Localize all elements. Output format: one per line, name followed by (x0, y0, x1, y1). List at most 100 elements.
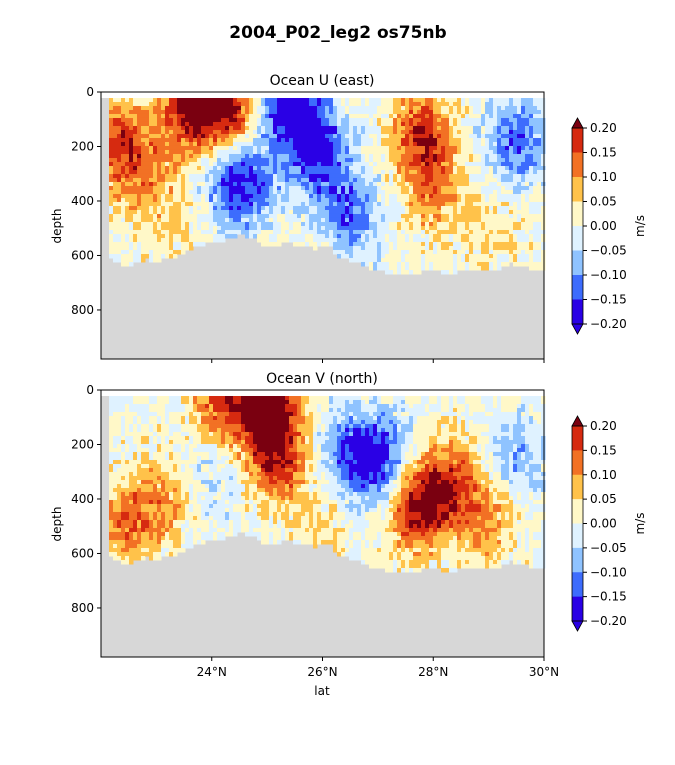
field-cell (245, 173, 250, 179)
field-cell (485, 217, 490, 223)
field-cell (177, 185, 182, 191)
field-cell (517, 149, 522, 155)
field-cell (165, 419, 170, 425)
field-cell (465, 181, 470, 187)
field-cell (133, 459, 138, 465)
field-cell (317, 145, 322, 151)
field-cell (229, 225, 234, 231)
field-cell (141, 515, 146, 521)
field-cell (533, 173, 538, 179)
field-cell (149, 435, 154, 441)
field-cell (301, 197, 306, 203)
field-cell (337, 253, 342, 259)
field-cell (137, 197, 142, 203)
field-cell (117, 543, 122, 549)
field-cell (293, 133, 298, 139)
field-cell (329, 153, 334, 159)
field-cell (325, 101, 330, 107)
field-cell (377, 97, 382, 103)
field-cell (153, 133, 158, 139)
field-cell (401, 257, 406, 263)
field-cell (357, 237, 362, 243)
field-cell (125, 173, 130, 179)
field-cell (129, 193, 134, 199)
field-cell (129, 419, 134, 425)
field-cell (141, 543, 146, 549)
field-cell (341, 249, 346, 255)
field-cell (425, 265, 430, 271)
field-cell (201, 173, 206, 179)
field-cell (201, 205, 206, 211)
field-cell (381, 121, 386, 127)
field-cell (125, 459, 130, 465)
field-cell (525, 197, 530, 203)
field-cell (141, 225, 146, 231)
field-cell (129, 221, 134, 227)
field-cell (277, 241, 282, 247)
field-cell (361, 253, 366, 259)
field-cell (533, 137, 538, 143)
field-cell (281, 209, 286, 215)
field-cell (497, 109, 502, 115)
field-cell (109, 213, 114, 219)
field-cell (409, 97, 414, 103)
field-cell (365, 205, 370, 211)
field-cell (301, 229, 306, 235)
field-cell (229, 157, 234, 163)
field-cell (109, 153, 114, 159)
field-cell (133, 451, 138, 457)
field-cell (365, 113, 370, 119)
field-cell (385, 121, 390, 127)
field-cell (489, 189, 494, 195)
field-cell (449, 201, 454, 207)
field-cell (141, 475, 146, 481)
field-cell (233, 233, 238, 239)
field-cell (325, 201, 330, 207)
field-cell (521, 249, 526, 255)
field-cell (165, 161, 170, 167)
field-cell (449, 165, 454, 171)
field-cell (437, 197, 442, 203)
field-cell (513, 157, 518, 163)
field-cell (437, 97, 442, 103)
field-cell (353, 225, 358, 231)
field-cell (117, 205, 122, 211)
y-tick-label: 400 (71, 194, 94, 208)
field-cell (137, 491, 142, 497)
field-cell (321, 241, 326, 247)
field-cell (325, 177, 330, 183)
field-cell (117, 503, 122, 509)
field-cell (253, 137, 258, 143)
field-cell (117, 551, 122, 557)
field-cell (213, 225, 218, 231)
field-cell (109, 479, 114, 485)
field-cell (193, 97, 198, 103)
field-cell (425, 185, 430, 191)
field-cell (505, 177, 510, 183)
field-cell (141, 245, 146, 251)
field-cell (265, 105, 270, 111)
field-cell (117, 507, 122, 513)
field-cell (341, 149, 346, 155)
field-cell (369, 213, 374, 219)
field-cell (525, 125, 530, 131)
field-cell (157, 153, 162, 159)
field-cell (137, 241, 142, 247)
field-cell (281, 161, 286, 167)
field-cell (333, 249, 338, 255)
field-cell (153, 515, 158, 521)
field-cell (189, 165, 194, 171)
field-cell (157, 205, 162, 211)
field-cell (133, 479, 138, 485)
field-cell (141, 539, 146, 545)
field-cell (125, 467, 130, 473)
field-cell (537, 125, 542, 131)
field-cell (433, 117, 438, 123)
field-cell (441, 225, 446, 231)
field-cell (213, 229, 218, 235)
field-cell (313, 225, 318, 231)
field-cell (417, 201, 422, 207)
field-cell (305, 173, 310, 179)
field-cell (197, 177, 202, 183)
field-cell (109, 431, 114, 437)
